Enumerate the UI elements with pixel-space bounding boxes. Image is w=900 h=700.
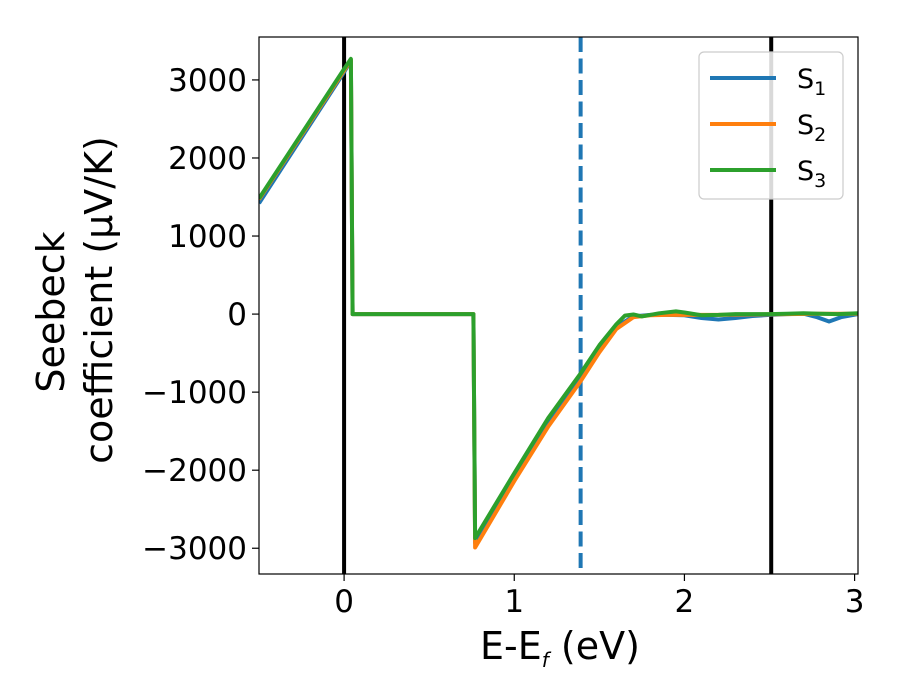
y-tick-label: −3000 bbox=[142, 531, 247, 567]
legend-label-s3: S3 bbox=[797, 156, 826, 192]
y-axis-label-line2: coefficient (μV/K) bbox=[77, 136, 121, 464]
legend-label-s2: S2 bbox=[797, 110, 826, 146]
legend: S1 S2 S3 bbox=[698, 51, 844, 200]
y-tick-label: 1000 bbox=[168, 219, 247, 255]
y-tick-label: −2000 bbox=[142, 453, 247, 489]
x-tick-label: 3 bbox=[845, 584, 865, 620]
y-axis-label-line1: Seebeck bbox=[29, 231, 73, 392]
x-axis-ticks: 0 1 2 3 bbox=[334, 574, 864, 620]
y-tick-label: −1000 bbox=[142, 375, 247, 411]
y-tick-label: 0 bbox=[227, 297, 247, 333]
y-tick-label: 3000 bbox=[168, 63, 247, 99]
plot-frame bbox=[258, 36, 859, 575]
legend-label-s1: S1 bbox=[797, 64, 826, 100]
series-line-s3 bbox=[259, 56, 858, 541]
y-axis-ticks: −3000 −2000 −1000 0 1000 2000 3000 bbox=[142, 63, 259, 567]
x-tick-label: 1 bbox=[504, 584, 524, 620]
x-tick-label: 0 bbox=[334, 584, 354, 620]
x-tick-label: 2 bbox=[675, 584, 695, 620]
y-axis-label: Seebeck coefficient (μV/K) bbox=[29, 136, 121, 464]
y-tick-label: 2000 bbox=[168, 141, 247, 177]
x-axis-label: E-Ef (eV) bbox=[480, 624, 640, 672]
